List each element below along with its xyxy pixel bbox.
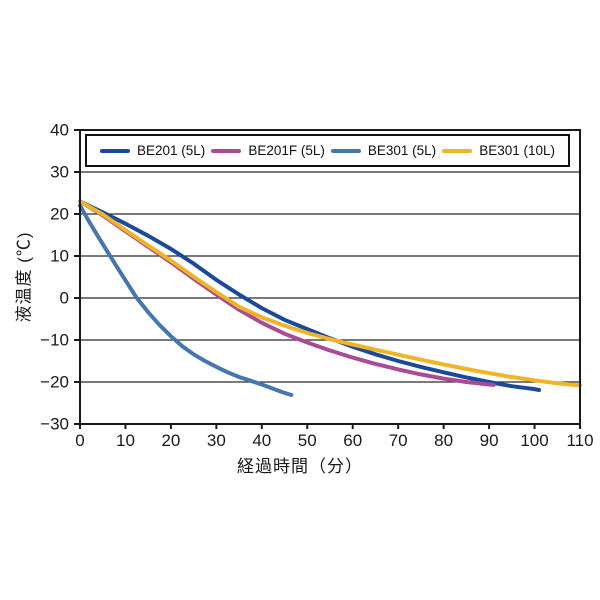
legend-label-be201-5l: BE201 (5L) bbox=[137, 143, 206, 158]
x-tick-label: 70 bbox=[389, 431, 408, 450]
legend-label-be301-5l: BE301 (5L) bbox=[367, 143, 437, 158]
legend: BE201 (5L) BE201F (5L) BE301 (5L) BE301 … bbox=[85, 134, 570, 167]
legend-swatch-be201-5l bbox=[100, 148, 130, 153]
x-axis-title: 経過時間（分） bbox=[237, 457, 363, 476]
y-tick-label: 20 bbox=[50, 205, 69, 224]
x-tick-label: 50 bbox=[298, 431, 317, 450]
legend-swatch-be201f-5l bbox=[211, 148, 242, 153]
y-axis-title: 液温度 (℃) bbox=[14, 231, 34, 323]
x-tick-label: 30 bbox=[207, 431, 226, 450]
series-line-be301-10l bbox=[78, 199, 582, 388]
x-tick-label: 60 bbox=[343, 431, 362, 450]
y-tick-label: 30 bbox=[50, 163, 69, 182]
y-tick-label: 0 bbox=[60, 289, 69, 308]
plot-border bbox=[79, 129, 581, 425]
legend-label-be201f-5l: BE201F (5L) bbox=[248, 143, 325, 158]
legend-entry-be301-5l: BE301 (5L) bbox=[330, 143, 437, 158]
y-tick-label: 40 bbox=[50, 121, 69, 140]
x-tick-label: 10 bbox=[116, 431, 135, 450]
x-tick-label: 20 bbox=[161, 431, 180, 450]
x-tick-label: 110 bbox=[566, 431, 593, 450]
series-line-be301-5l bbox=[78, 203, 294, 397]
y-tick-label: −10 bbox=[40, 331, 69, 350]
y-axis-ticks: 40 30 20 10 0 −10 −20 −30 bbox=[40, 121, 80, 434]
x-axis-ticks: 0 10 20 30 40 50 60 70 80 90 100 110 bbox=[75, 424, 594, 450]
legend-entry-be201f-5l: BE201F (5L) bbox=[211, 143, 325, 158]
legend-swatch-be301-10l bbox=[442, 148, 473, 153]
legend-entry-be201-5l: BE201 (5L) bbox=[100, 143, 205, 158]
x-tick-label: 100 bbox=[520, 431, 548, 450]
x-tick-label: 0 bbox=[75, 431, 84, 450]
y-tick-label: −20 bbox=[40, 373, 69, 392]
y-tick-label: 10 bbox=[50, 247, 69, 266]
x-tick-label: 90 bbox=[480, 431, 499, 450]
series-lines bbox=[78, 199, 582, 397]
series-line-be201f-5l bbox=[78, 199, 496, 387]
x-tick-label: 80 bbox=[434, 431, 453, 450]
legend-entry-be301-10l: BE301 (10L) bbox=[442, 143, 555, 158]
x-tick-label: 40 bbox=[252, 431, 271, 450]
y-tick-label: −30 bbox=[40, 415, 69, 434]
legend-label-be301-10l: BE301 (10L) bbox=[479, 143, 555, 158]
legend-swatch-be301-5l bbox=[330, 148, 361, 153]
series-line-be201-5l bbox=[78, 199, 542, 392]
